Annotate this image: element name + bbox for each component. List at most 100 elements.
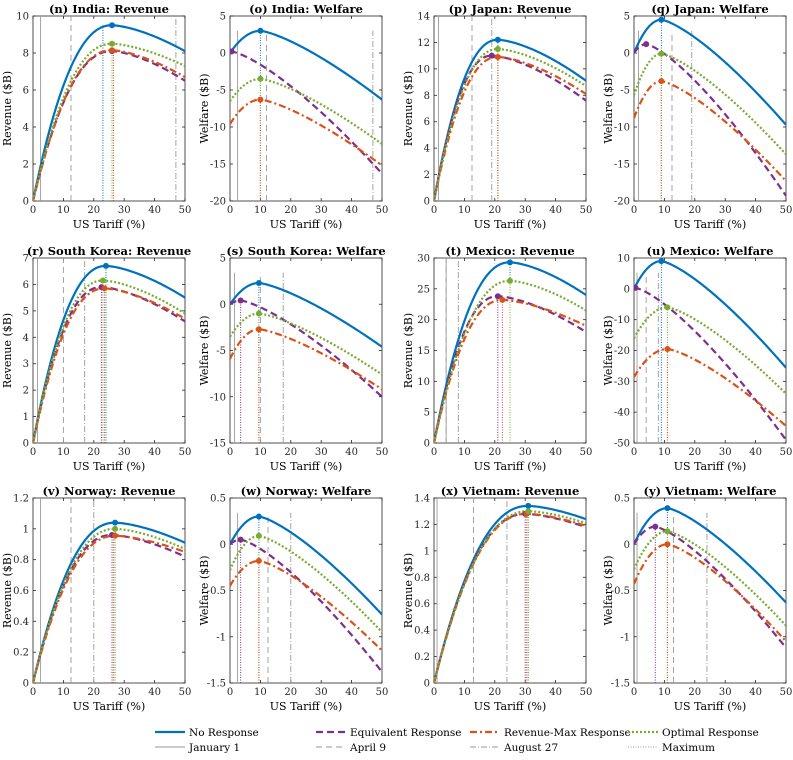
peak-marker-none (494, 36, 501, 43)
y-tick-label: 1 (23, 412, 29, 423)
peak-marker-revmax (494, 53, 501, 60)
y-tick-label: -15 (614, 160, 630, 171)
plot-area (33, 258, 185, 443)
legend-label: No Response (189, 727, 259, 739)
y-tick-label: 0 (23, 439, 29, 450)
x-tick-label: 40 (549, 447, 562, 458)
x-tick-label: 30 (118, 687, 131, 698)
peak-marker-none (102, 262, 109, 269)
y-tick-label: 0 (424, 439, 430, 450)
y-tick-label: 30 (417, 254, 430, 265)
peak-marker-equiv (494, 293, 501, 300)
x-axis-label: US Tariff (%) (73, 218, 145, 231)
y-tick-label: 2 (424, 170, 430, 181)
x-tick-label: 30 (315, 447, 328, 458)
x-tick-label: 0 (227, 205, 233, 216)
x-tick-label: 20 (284, 687, 297, 698)
y-tick-label: 25 (417, 284, 430, 295)
y-tick-label: 0.8 (13, 555, 29, 566)
series-line-revmax (634, 543, 786, 643)
x-tick-label: 50 (376, 205, 389, 216)
series-line-opt (434, 47, 586, 201)
x-tick-label: 30 (118, 447, 131, 458)
legend-label: April 9 (349, 742, 386, 754)
y-tick-label: 0.4 (13, 617, 29, 628)
series-line-revmax (33, 49, 185, 201)
y-tick-label: -5 (216, 346, 226, 357)
y-tick-label: 14 (417, 12, 430, 23)
y-tick-label: 8 (23, 49, 29, 60)
x-tick-label: 50 (376, 687, 389, 698)
y-tick-label: -20 (614, 197, 630, 208)
series-line-opt (634, 530, 786, 627)
subplot-2: (p) Japan: Revenue 0 10 20 30 40 50 0 2 4 6 8 10 12 14… (402, 2, 592, 231)
peak-marker-revmax (664, 345, 671, 352)
y-tick-label: -15 (210, 160, 226, 171)
y-tick-label: 5 (23, 306, 29, 317)
x-axis-label: US Tariff (%) (73, 460, 145, 473)
series-line-equiv (434, 512, 586, 683)
peak-marker-none (658, 16, 665, 23)
x-tick-label: 20 (284, 205, 297, 216)
y-tick-label: -15 (210, 439, 226, 450)
y-tick-label: -10 (614, 123, 630, 134)
y-tick-label: -1 (620, 632, 630, 643)
series-line-opt (230, 312, 382, 376)
subplot-title: (u) Mexico: Welfare (647, 244, 774, 258)
y-tick-label: -30 (614, 377, 630, 388)
y-tick-label: 6 (23, 280, 29, 291)
plot-area (434, 498, 586, 683)
series-line-equiv (634, 525, 786, 649)
y-axis-label: Revenue ($B) (402, 71, 415, 146)
peak-marker-equiv (652, 523, 659, 530)
subplot-7: (u) Mexico: Welfare 0 10 20 30 40 50 10 0 -10 -20 -… (602, 244, 792, 473)
x-tick-label: 30 (519, 687, 532, 698)
y-tick-label: 0 (624, 49, 630, 60)
y-tick-label: 0 (424, 679, 430, 690)
y-tick-label: 1.4 (414, 494, 430, 505)
subplot-title: (v) Norway: Revenue (42, 484, 175, 498)
x-axis-label: US Tariff (%) (474, 218, 546, 231)
x-axis-label: US Tariff (%) (73, 700, 145, 713)
y-tick-label: -50 (614, 439, 630, 450)
y-tick-label: -1.5 (611, 679, 630, 690)
x-tick-label: 20 (488, 687, 501, 698)
subplot-4: (r) South Korea: Revenue 0 10 20 30 40 50 0 1 2 3 4… (1, 244, 191, 473)
subplot-title: (r) South Korea: Revenue (27, 244, 191, 258)
plot-area (230, 512, 382, 683)
series-line-revmax (33, 534, 185, 683)
y-tick-label: 0 (23, 679, 29, 690)
plot-area (230, 27, 382, 201)
peak-marker-opt (507, 277, 513, 284)
plot-area (434, 16, 586, 201)
x-tick-label: 40 (345, 687, 358, 698)
subplot-title: (s) South Korea: Welfare (226, 244, 385, 258)
x-axis-label: US Tariff (%) (674, 460, 746, 473)
y-tick-label: 1.2 (13, 494, 29, 505)
peak-marker-opt (99, 277, 106, 284)
y-tick-label: 6 (23, 86, 29, 97)
y-tick-label: -10 (614, 315, 630, 326)
x-tick-label: 10 (658, 205, 671, 216)
subplot-title: (x) Vietnam: Revenue (441, 484, 580, 498)
axes-box (229, 257, 383, 444)
x-tick-label: 50 (179, 447, 192, 458)
legend-label: Maximum (662, 742, 715, 754)
y-tick-label: -5 (216, 86, 226, 97)
peak-marker-none (257, 27, 264, 34)
y-tick-label: 4 (424, 144, 430, 155)
series-line-opt (434, 279, 586, 443)
x-tick-label: 30 (519, 205, 532, 216)
peak-marker-revmax (255, 326, 262, 333)
series-line-revmax (634, 347, 786, 427)
y-axis-label: Revenue ($B) (1, 553, 14, 628)
x-tick-label: 20 (488, 205, 501, 216)
subplot-title: (w) Norway: Welfare (241, 484, 372, 498)
legend-label: Equivalent Response (350, 727, 462, 739)
series-line-revmax (230, 98, 382, 167)
series-line-equiv (434, 54, 586, 201)
x-tick-label: 40 (749, 447, 762, 458)
